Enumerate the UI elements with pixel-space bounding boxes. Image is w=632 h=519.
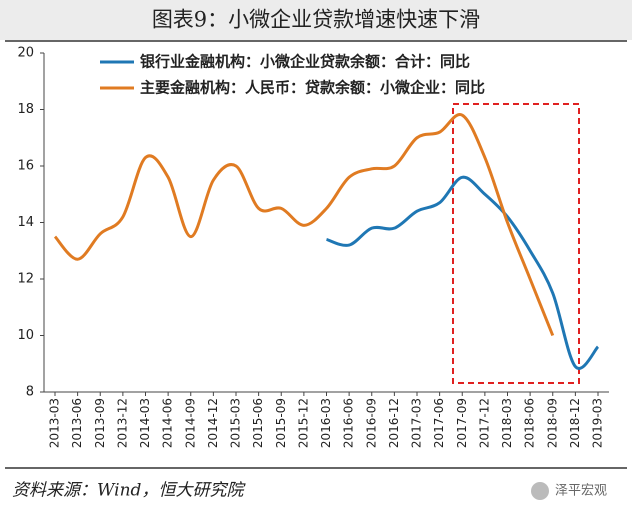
x-tick-label: 2013-03: [48, 398, 62, 448]
x-tick-label: 2014-09: [183, 398, 197, 448]
x-tick-label: 2019-03: [591, 398, 605, 448]
x-tick-label: 2014-12: [206, 398, 220, 448]
series-line: [53, 113, 555, 337]
y-tick-label: 18: [17, 102, 34, 117]
x-tick-label: 2013-12: [115, 398, 129, 448]
x-tick-label: 2017-09: [455, 398, 469, 448]
title-band: [0, 0, 632, 40]
x-tick-label: 2014-03: [138, 398, 152, 448]
series-line: [326, 175, 600, 370]
y-tick-label: 10: [17, 328, 34, 343]
x-tick-label: 2016-06: [342, 398, 356, 448]
x-tick-label: 2017-03: [410, 398, 424, 448]
x-tick-label: 2015-12: [296, 398, 310, 448]
x-tick-label: 2017-12: [477, 398, 491, 448]
x-tick-label: 2018-09: [545, 398, 559, 448]
x-tick-label: 2014-06: [161, 398, 175, 448]
watermark-icon: [531, 482, 549, 500]
y-tick-label: 14: [17, 215, 34, 230]
legend-label: 银行业金融机构：小微企业贷款余额：合计：同比: [140, 53, 470, 71]
y-tick-label: 12: [17, 272, 34, 287]
chart-title: 图表9：小微企业贷款增速快速下滑: [152, 8, 480, 32]
x-tick-label: 2018-12: [568, 398, 582, 448]
x-tick-label: 2017-06: [432, 398, 446, 448]
x-tick-label: 2013-06: [70, 398, 84, 448]
y-tick-label: 20: [17, 46, 34, 61]
y-tick-label: 16: [17, 159, 34, 174]
x-tick-label: 2016-09: [364, 398, 378, 448]
x-tick-label: 2016-03: [319, 398, 333, 448]
x-tick-label: 2013-09: [93, 398, 107, 448]
highlight-box: [452, 103, 580, 384]
y-tick-label: 8: [26, 385, 34, 400]
source-note: 资料来源：Wind，恒大研究院: [12, 481, 246, 501]
x-tick-label: 2018-06: [523, 398, 537, 448]
x-tick-label: 2016-12: [387, 398, 401, 448]
watermark: 泽平宏观: [555, 484, 607, 499]
x-tick-label: 2015-06: [251, 398, 265, 448]
x-tick-label: 2015-09: [274, 398, 288, 448]
x-tick-label: 2018-03: [500, 398, 514, 448]
legend-label: 主要金融机构：人民币：贷款余额：小微企业：同比: [140, 79, 485, 97]
x-tick-label: 2015-03: [229, 398, 243, 448]
